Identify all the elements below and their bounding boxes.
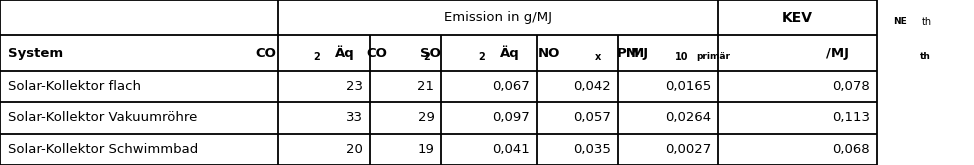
- Text: th: th: [922, 17, 932, 27]
- Text: Solar-Kollektor flach: Solar-Kollektor flach: [8, 80, 141, 93]
- Text: 21: 21: [418, 80, 434, 93]
- Text: NE: NE: [893, 17, 907, 26]
- Text: CO: CO: [255, 47, 277, 60]
- Text: primär: primär: [696, 52, 730, 61]
- Text: 0,041: 0,041: [492, 143, 530, 156]
- Text: 0,0027: 0,0027: [665, 143, 711, 156]
- Text: Solar-Kollektor Vakuumröhre: Solar-Kollektor Vakuumröhre: [8, 112, 197, 124]
- Text: 0,057: 0,057: [573, 112, 611, 124]
- Text: 0,078: 0,078: [832, 80, 870, 93]
- Text: 2: 2: [313, 52, 319, 62]
- Text: Solar-Kollektor Schwimmbad: Solar-Kollektor Schwimmbad: [8, 143, 198, 156]
- Text: 33: 33: [347, 112, 363, 124]
- Text: 0,067: 0,067: [492, 80, 530, 93]
- Text: 29: 29: [418, 112, 434, 124]
- Text: th: th: [920, 52, 931, 61]
- Text: CO: CO: [366, 47, 387, 60]
- Text: SO: SO: [421, 47, 441, 60]
- Text: 20: 20: [347, 143, 363, 156]
- Text: KEV: KEV: [782, 11, 812, 25]
- Text: 0,0165: 0,0165: [665, 80, 711, 93]
- Text: 10: 10: [675, 52, 689, 62]
- Text: 0,035: 0,035: [573, 143, 611, 156]
- Text: 0,113: 0,113: [832, 112, 870, 124]
- Text: PM: PM: [618, 47, 640, 60]
- Text: 0,097: 0,097: [492, 112, 530, 124]
- Text: 19: 19: [418, 143, 434, 156]
- Text: /MJ: /MJ: [826, 47, 849, 60]
- Text: 2: 2: [424, 52, 431, 62]
- Text: Emission in g/MJ: Emission in g/MJ: [444, 11, 551, 24]
- Text: MJ: MJ: [631, 47, 649, 60]
- Text: 0,068: 0,068: [832, 143, 870, 156]
- Text: Äq: Äq: [335, 46, 355, 61]
- Text: Äq: Äq: [500, 46, 519, 61]
- Text: x: x: [595, 52, 601, 62]
- Text: NO: NO: [538, 47, 560, 60]
- Text: 0,042: 0,042: [573, 80, 611, 93]
- Text: System: System: [8, 47, 63, 60]
- Text: 2: 2: [478, 52, 485, 62]
- Text: 23: 23: [347, 80, 363, 93]
- Text: 0,0264: 0,0264: [665, 112, 711, 124]
